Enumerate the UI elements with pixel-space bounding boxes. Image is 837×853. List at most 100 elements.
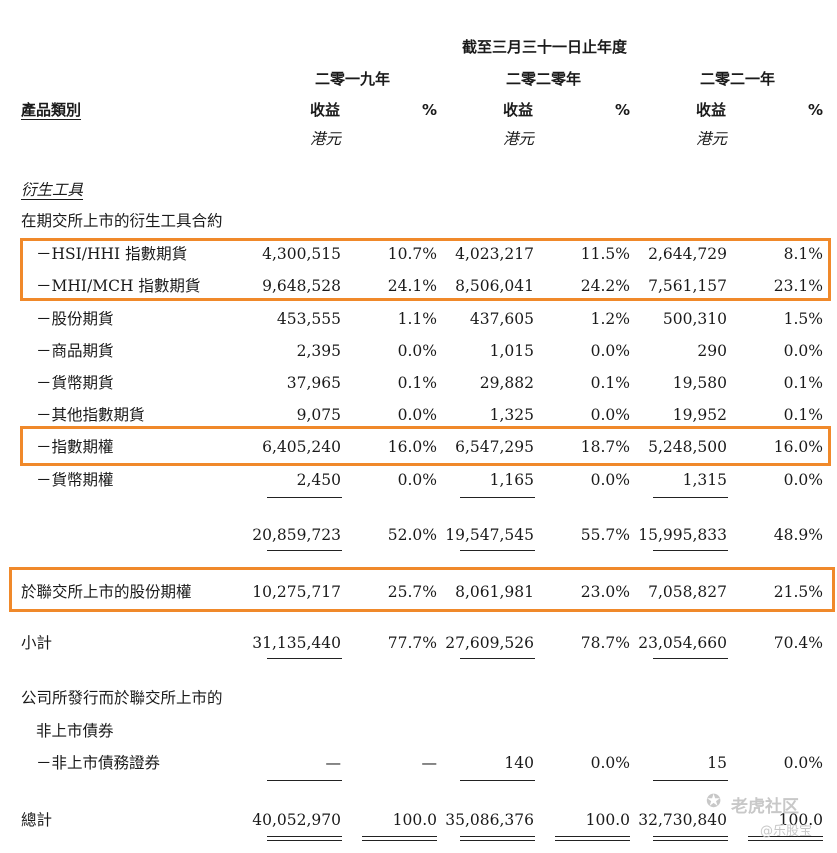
row-label: －MHI/MCH 指數期貨 xyxy=(36,277,201,295)
subtotal-pct-2021: 70.4% xyxy=(773,634,823,652)
row-label: －商品期貨 xyxy=(36,342,114,360)
bonds-pct-2019: — xyxy=(421,754,438,772)
row-pct-2021: 0.0% xyxy=(783,471,823,489)
row-label: －股份期貨 xyxy=(36,310,114,328)
double-rule-pct-2019 xyxy=(362,836,437,841)
bonds-row-label: －非上市債務證券 xyxy=(36,754,161,772)
row-pct-2020: 11.5% xyxy=(580,245,630,263)
row-pct-2019: 0.1% xyxy=(397,374,437,392)
row-label: －貨幣期貨 xyxy=(36,374,114,392)
rule-2019-total xyxy=(267,550,342,551)
bonds-heading-line1: 公司所發行而於聯交所上市的 xyxy=(21,689,223,707)
pct-2020-header: % xyxy=(615,101,631,119)
double-rule-2021 xyxy=(653,836,728,841)
rule-2021-total xyxy=(653,550,728,551)
row-label: －其他指數期貨 xyxy=(36,406,145,424)
row-revenue-2019: 4,300,515 xyxy=(262,245,341,263)
row-pct-2020: 0.0% xyxy=(590,342,630,360)
total-2019: 40,052,970 xyxy=(252,811,341,829)
subtotal-2019: 31,135,440 xyxy=(252,634,341,652)
bonds-pct-2020: 0.0% xyxy=(590,754,630,772)
total-2021: 32,730,840 xyxy=(638,811,727,829)
revenue-2019-header: 收益 xyxy=(310,101,341,119)
row-label: －HSI/HHI 指數期貨 xyxy=(36,245,188,263)
row-pct-2019: 0.0% xyxy=(397,406,437,424)
section-derivatives: 衍生工具 xyxy=(21,181,84,199)
row-revenue-2021: 5,248,500 xyxy=(648,438,727,456)
rule-2020-derivatives xyxy=(460,497,535,498)
double-rule-2020 xyxy=(460,836,535,841)
row-pct-2019: 10.7% xyxy=(387,245,437,263)
rule-2019-subtotal xyxy=(267,658,342,659)
rule-2020-bonds xyxy=(460,780,535,781)
bonds-heading-line2: 非上市債券 xyxy=(36,722,114,740)
pct-2019-header: % xyxy=(422,101,438,119)
bonds-2020: 140 xyxy=(504,754,534,772)
derivatives-total-pct-2019: 52.0% xyxy=(387,526,437,544)
subsection-futures-exchange: 在期交所上市的衍生工具合約 xyxy=(21,212,223,230)
category-column-header: 產品類別 xyxy=(21,101,82,119)
derivatives-total-2020: 19,547,545 xyxy=(445,526,534,544)
row-pct-2020: 0.0% xyxy=(590,406,630,424)
pct-2021-header: % xyxy=(808,101,824,119)
rule-2020-subtotal xyxy=(460,658,535,659)
row-pct-2019: 0.0% xyxy=(397,342,437,360)
stock-options-2019: 10,275,717 xyxy=(252,583,341,601)
row-label: －指數期權 xyxy=(36,438,114,456)
row-revenue-2021: 290 xyxy=(697,342,727,360)
row-revenue-2019: 2,450 xyxy=(296,471,341,489)
unit-2021: 港元 xyxy=(696,130,728,148)
row-revenue-2021: 7,561,157 xyxy=(648,277,727,295)
stock-options-pct-2021: 21.5% xyxy=(773,583,823,601)
bonds-2019: — xyxy=(325,754,342,772)
subtotal-2021: 23,054,660 xyxy=(638,634,727,652)
double-rule-2019 xyxy=(267,836,342,841)
derivatives-total-pct-2021: 48.9% xyxy=(773,526,823,544)
watermark-tiger-icon: ✪ xyxy=(706,791,722,812)
row-pct-2021: 23.1% xyxy=(773,277,823,295)
row-revenue-2021: 500,310 xyxy=(662,310,727,328)
row-revenue-2020: 1,165 xyxy=(489,471,534,489)
period-heading: 截至三月三十一日止年度 xyxy=(462,38,628,56)
stock-options-2021: 7,058,827 xyxy=(648,583,727,601)
row-pct-2021: 16.0% xyxy=(773,438,823,456)
rule-2019-bonds xyxy=(267,780,342,781)
derivatives-total-2019: 20,859,723 xyxy=(252,526,341,544)
row-revenue-2020: 6,547,295 xyxy=(455,438,534,456)
row-pct-2019: 16.0% xyxy=(387,438,437,456)
double-rule-pct-2020 xyxy=(555,836,630,841)
row-pct-2021: 0.1% xyxy=(783,374,823,392)
rule-2021-derivatives xyxy=(653,497,728,498)
row-pct-2021: 1.5% xyxy=(783,310,823,328)
derivatives-total-pct-2020: 55.7% xyxy=(580,526,630,544)
double-rule-pct-2021 xyxy=(748,836,823,841)
highlight-box-stock-options xyxy=(9,567,835,612)
highlight-box-index-futures xyxy=(20,238,831,301)
row-pct-2021: 0.0% xyxy=(783,342,823,360)
row-revenue-2021: 19,580 xyxy=(672,374,727,392)
rule-2021-subtotal xyxy=(653,658,728,659)
subtotal-label: 小計 xyxy=(21,634,53,652)
row-pct-2019: 24.1% xyxy=(387,277,437,295)
subtotal-pct-2019: 77.7% xyxy=(387,634,437,652)
revenue-2020-header: 收益 xyxy=(503,101,534,119)
row-revenue-2019: 453,555 xyxy=(276,310,341,328)
row-pct-2020: 0.1% xyxy=(590,374,630,392)
year-2020-heading: 二零二零年 xyxy=(506,70,582,88)
rule-2020-total xyxy=(460,550,535,551)
unit-2020: 港元 xyxy=(503,130,535,148)
row-pct-2020: 24.2% xyxy=(580,277,630,295)
row-pct-2021: 8.1% xyxy=(783,245,823,263)
row-pct-2020: 1.2% xyxy=(590,310,630,328)
row-revenue-2021: 19,952 xyxy=(672,406,727,424)
rule-2021-bonds xyxy=(653,780,728,781)
total-pct-2019: 100.0 xyxy=(392,811,437,829)
highlight-box-index-options xyxy=(20,426,831,466)
watermark-handle: @乐股宝 xyxy=(760,824,813,839)
row-revenue-2020: 8,506,041 xyxy=(455,277,534,295)
watermark-brand: 老虎社区 xyxy=(731,797,799,817)
row-revenue-2019: 2,395 xyxy=(296,342,341,360)
revenue-2021-header: 收益 xyxy=(696,101,727,119)
total-2020: 35,086,376 xyxy=(445,811,534,829)
stock-options-pct-2020: 23.0% xyxy=(580,583,630,601)
